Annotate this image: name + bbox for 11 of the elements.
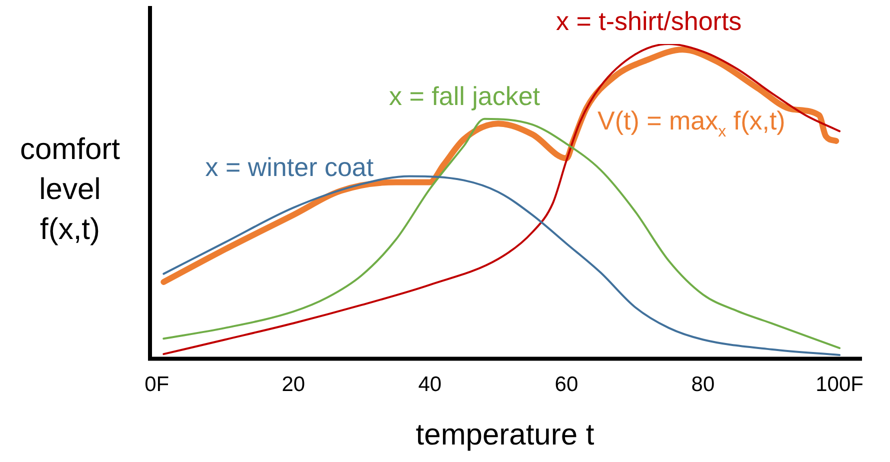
x-tick-label: 0F: [144, 373, 170, 396]
x-tick-label: 60: [554, 373, 578, 396]
series-label: x = winter coat: [205, 152, 374, 182]
x-tick-label: 100F: [816, 373, 864, 396]
y-axis-title: comfort level f(x,t): [18, 132, 122, 248]
x-tick-label: 20: [282, 373, 306, 396]
x-tick-label: 80: [691, 373, 715, 396]
x-tick-label: 40: [418, 373, 442, 396]
series-label: x = fall jacket: [389, 80, 541, 111]
x-axis-title: temperature t: [416, 418, 595, 452]
series-label: x = t-shirt/shorts: [556, 6, 742, 36]
